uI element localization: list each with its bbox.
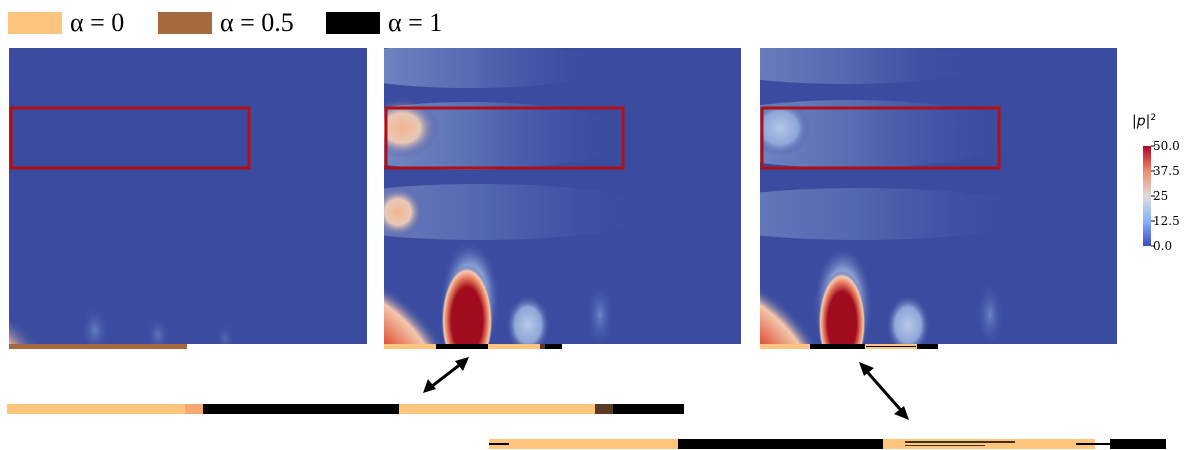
magnified-segment-alpha-0 — [489, 439, 678, 449]
magnified-bar-refined — [489, 439, 1166, 449]
design-segment-alpha-1 — [436, 344, 488, 349]
legend-label-alpha-1: α = 1 — [388, 8, 443, 37]
target-region-box — [384, 106, 625, 170]
field-panel-binary — [384, 48, 741, 344]
design-bar-2 — [384, 344, 562, 349]
colorbar-title-suffix: | — [1145, 113, 1151, 130]
colorbar-tick-label: 50.0 — [1153, 139, 1180, 153]
corner-hotspot — [384, 264, 464, 344]
wave-band — [760, 188, 1040, 240]
corner-hotspot — [760, 266, 838, 344]
cool-lobe — [760, 100, 810, 156]
cool-lobe — [506, 295, 550, 344]
design-bar-1 — [9, 344, 187, 349]
faint-lobe — [976, 281, 1004, 344]
magnified-segment-transition — [185, 404, 203, 414]
legend-label-alpha-half: α = 0.5 — [220, 8, 294, 37]
legend-swatch-alpha-half — [158, 12, 212, 34]
faint-lobe — [586, 281, 614, 344]
magnified-segment-transition — [595, 404, 613, 414]
field-background — [9, 48, 367, 344]
magnified-segment-alpha-1 — [203, 404, 399, 414]
design-segment-alpha-0 — [760, 344, 810, 349]
design-segment-alpha-1 — [917, 344, 938, 349]
wave-band — [760, 48, 985, 84]
colorbar-tick-label: 0.0 — [1153, 239, 1173, 253]
magnified-bar-binary — [7, 404, 684, 414]
legend-label-alpha-0: α = 0 — [70, 8, 125, 37]
field-panel-alpha-half — [9, 48, 367, 344]
magnified-segment-alpha-1 — [1110, 439, 1166, 449]
legend-swatch-alpha-1 — [326, 12, 380, 34]
colorbar-tick-label: 12.5 — [1153, 214, 1180, 228]
design-segment-mixed — [540, 344, 545, 349]
warm-lobe — [384, 186, 424, 238]
faint-lobe — [215, 322, 235, 344]
target-region-box — [9, 106, 251, 170]
corner-hotspot — [9, 304, 49, 344]
double-arrow-icon — [859, 362, 909, 420]
colorbar-title-variable: p — [1136, 113, 1146, 130]
magnified-fine-line — [905, 445, 985, 446]
warm-lobe — [384, 98, 438, 158]
design-segment-alpha-0 — [488, 344, 540, 349]
cool-lobe — [886, 295, 930, 344]
target-region-box — [760, 106, 1001, 170]
colorbar — [1143, 146, 1151, 246]
magnified-segment-alpha-1 — [678, 439, 883, 449]
magnified-fine-line — [489, 443, 509, 445]
wave-band — [384, 184, 660, 240]
legend-swatch-alpha-0 — [8, 12, 62, 34]
magnified-segment-alpha-0 — [7, 404, 185, 414]
magnified-segment-alpha-0 — [1016, 439, 1076, 449]
faint-lobe — [81, 306, 109, 344]
colorbar-title-prefix: | — [1132, 113, 1137, 130]
design-fine-line — [866, 346, 916, 347]
magnified-fine-line — [1076, 443, 1110, 445]
faint-lobe — [146, 315, 170, 344]
design-segment-alpha-half — [9, 344, 187, 349]
design-segment-alpha-0 — [384, 344, 436, 349]
design-segment-alpha-1 — [545, 344, 562, 349]
wave-band — [384, 102, 630, 170]
magnified-segment-alpha-1 — [613, 404, 684, 414]
double-arrow-icon — [423, 357, 469, 393]
wave-band — [384, 48, 610, 88]
colorbar-tick-label: 25 — [1153, 189, 1169, 203]
colorbar-title: |p|2 — [1132, 113, 1156, 130]
design-segment-alpha-1 — [810, 344, 865, 349]
magnified-segment-alpha-0 — [883, 439, 1016, 449]
design-bar-3 — [760, 344, 938, 349]
colorbar-title-exponent: 2 — [1150, 113, 1157, 123]
magnified-segment-alpha-0 — [399, 404, 595, 414]
wave-band — [760, 100, 1020, 168]
field-panel-refined — [760, 48, 1117, 344]
magnified-fine-line — [905, 441, 1015, 443]
colorbar-tick-label: 37.5 — [1153, 164, 1180, 178]
